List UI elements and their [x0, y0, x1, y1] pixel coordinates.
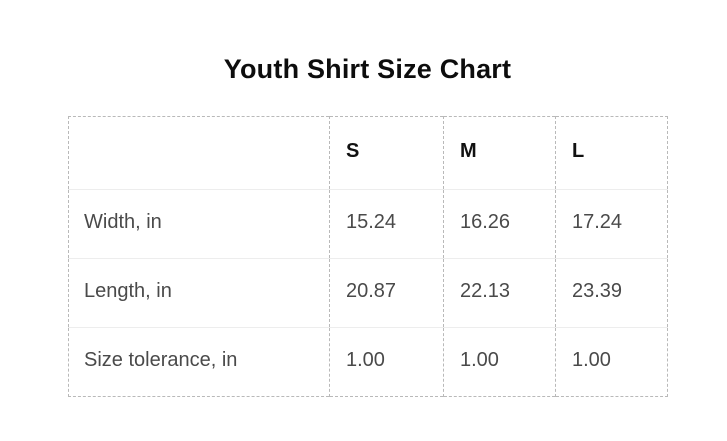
- cell-length-s: 20.87: [329, 258, 444, 328]
- table-row-size-tolerance: Size tolerance, in 1.00 1.00 1.00: [68, 327, 668, 397]
- row-label-size-tolerance: Size tolerance, in: [68, 327, 330, 397]
- page: Youth Shirt Size Chart S M L Width, in 1…: [68, 53, 668, 397]
- table-row-width: Width, in 15.24 16.26 17.24: [68, 189, 668, 259]
- cell-size-tolerance-l: 1.00: [555, 327, 668, 397]
- cell-width-l: 17.24: [555, 189, 668, 259]
- row-label-length: Length, in: [68, 258, 330, 328]
- corner-cell: [69, 117, 330, 190]
- cell-size-tolerance-s: 1.00: [329, 327, 444, 397]
- page-title: Youth Shirt Size Chart: [223, 54, 512, 84]
- content-area: Youth Shirt Size Chart S M L Width, in 1…: [68, 53, 668, 397]
- cell-length-l: 23.39: [555, 258, 668, 328]
- cell-length-m: 22.13: [443, 258, 556, 328]
- header-row: S M L: [69, 116, 668, 190]
- cell-width-m: 16.26: [443, 189, 556, 259]
- column-header-m: M: [443, 116, 556, 190]
- row-label-width: Width, in: [68, 189, 330, 259]
- column-header-l: L: [555, 116, 668, 190]
- size-chart-table: S M L Width, in 15.24 16.26 17.24 Length…: [68, 116, 668, 397]
- cell-size-tolerance-m: 1.00: [443, 327, 556, 397]
- column-header-s: S: [329, 116, 444, 190]
- cell-width-s: 15.24: [329, 189, 444, 259]
- table-row-length: Length, in 20.87 22.13 23.39: [68, 258, 668, 328]
